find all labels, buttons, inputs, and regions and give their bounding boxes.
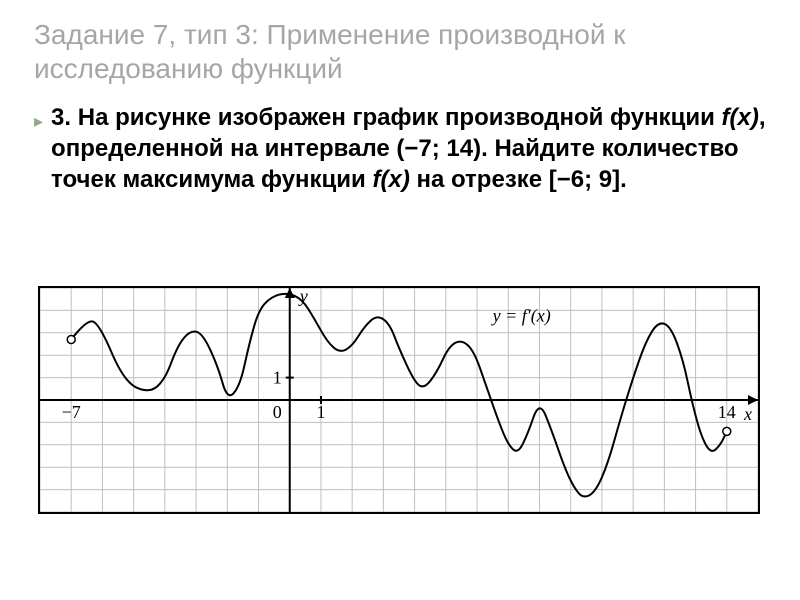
svg-text:x: x [743, 404, 752, 424]
problem-text: 3. На рисунке изображен график производн… [51, 103, 766, 195]
text-leadin: 3. На рисунке изображен график производн… [51, 104, 721, 131]
svg-text:1: 1 [273, 368, 282, 388]
svg-text:y: y [298, 288, 308, 306]
problem-bullet: ▸ 3. На рисунке изображен график произво… [34, 103, 766, 195]
text-fx: f(x) [722, 104, 759, 131]
text-fx2: f(x) [372, 166, 409, 193]
svg-text:−7: −7 [62, 402, 81, 422]
bullet-marker: ▸ [34, 111, 43, 132]
slide-title: Задание 7, тип 3: Применение производной… [34, 18, 766, 85]
svg-text:0: 0 [273, 402, 282, 422]
text-tail: на отрезке [−6; 9]. [410, 166, 627, 193]
svg-text:1: 1 [316, 402, 325, 422]
svg-text:14: 14 [718, 402, 736, 422]
derivative-chart: y x 0 1 1 −7 14 y = f′(x) [38, 286, 760, 514]
svg-text:y = f′(x): y = f′(x) [491, 306, 551, 327]
